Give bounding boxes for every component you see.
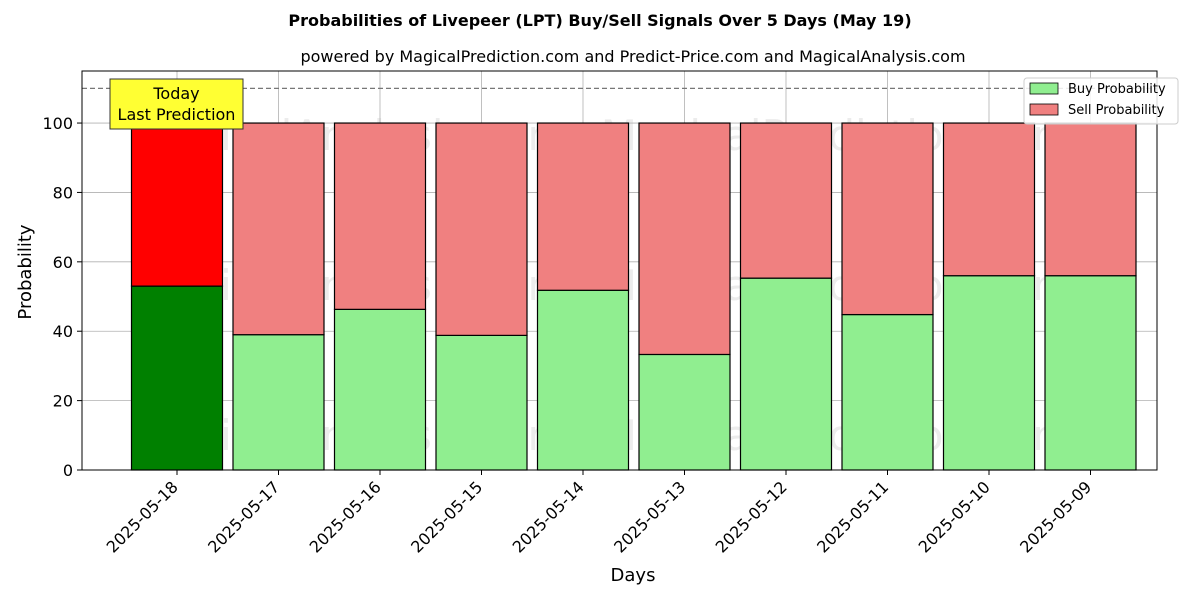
buy-bar	[1044, 275, 1137, 471]
y-tick-label: 20	[53, 392, 73, 411]
buy-bar	[638, 353, 731, 471]
x-tick-label: 2025-05-10	[915, 477, 994, 556]
buy-bar	[942, 275, 1036, 471]
sell-bar	[841, 122, 934, 316]
x-tick-label: 2025-05-17	[204, 477, 283, 556]
buy-bar	[739, 277, 833, 471]
sell-bar	[739, 122, 833, 279]
buy-bar	[232, 334, 325, 471]
sell-bar	[130, 122, 224, 287]
sell-bar	[942, 122, 1036, 277]
legend-label-buy: Buy Probability	[1068, 82, 1166, 97]
legend-label-sell: Sell Probability	[1068, 103, 1165, 118]
x-tick-layer: 2025-05-18 2025-05-17 2025-05-16 2025-05-15…	[103, 470, 1095, 557]
legend-frame	[1023, 77, 1179, 125]
x-tick-label: 2025-05-15	[407, 477, 486, 556]
y-tick-layer: 0 20 40 60 80 100	[42, 114, 82, 480]
x-tick-label: 2025-05-12	[712, 477, 791, 556]
sell-bar	[333, 122, 427, 310]
chart-subtitle: powered by MagicalPrediction.com and Pre…	[300, 47, 965, 66]
annotation-line-2: Last Prediction	[118, 105, 236, 124]
today-annotation: Today Last Prediction	[109, 78, 244, 130]
x-tick-label: 2025-05-11	[813, 477, 892, 556]
buy-bar	[130, 285, 224, 471]
x-tick-label: 2025-05-16	[306, 477, 385, 556]
legend: Buy Probability Sell Probability	[1023, 77, 1179, 125]
sell-bar	[638, 122, 731, 356]
y-tick-label: 60	[53, 253, 73, 272]
x-tick-label: 2025-05-09	[1016, 477, 1095, 556]
x-tick-label: 2025-05-13	[610, 477, 689, 556]
buy-bar	[536, 289, 630, 471]
buy-bar	[841, 313, 934, 471]
sell-bar	[536, 122, 630, 291]
sell-bar	[1044, 122, 1137, 277]
y-tick-label: 0	[63, 461, 73, 480]
y-tick-label: 80	[53, 183, 73, 202]
sell-bar	[435, 122, 528, 336]
legend-swatch-buy	[1029, 82, 1059, 95]
bar-layer	[130, 122, 1137, 471]
sell-bar	[232, 122, 325, 336]
y-tick-label: 100	[42, 114, 73, 133]
legend-swatch-sell	[1029, 103, 1059, 116]
annotation-line-1: Today	[152, 84, 199, 103]
plot-frame	[81, 70, 1158, 471]
x-tick-label: 2025-05-18	[103, 477, 182, 556]
buy-bar	[435, 334, 528, 471]
y-tick-label: 40	[53, 322, 73, 341]
chart-title: Probabilities of Livepeer (LPT) Buy/Sell…	[288, 11, 911, 30]
y-axis-label: Probability	[15, 224, 36, 319]
x-axis-label: Days	[611, 565, 656, 586]
annotation-box	[109, 78, 244, 130]
x-tick-label: 2025-05-14	[509, 477, 588, 556]
buy-bar	[333, 308, 427, 471]
